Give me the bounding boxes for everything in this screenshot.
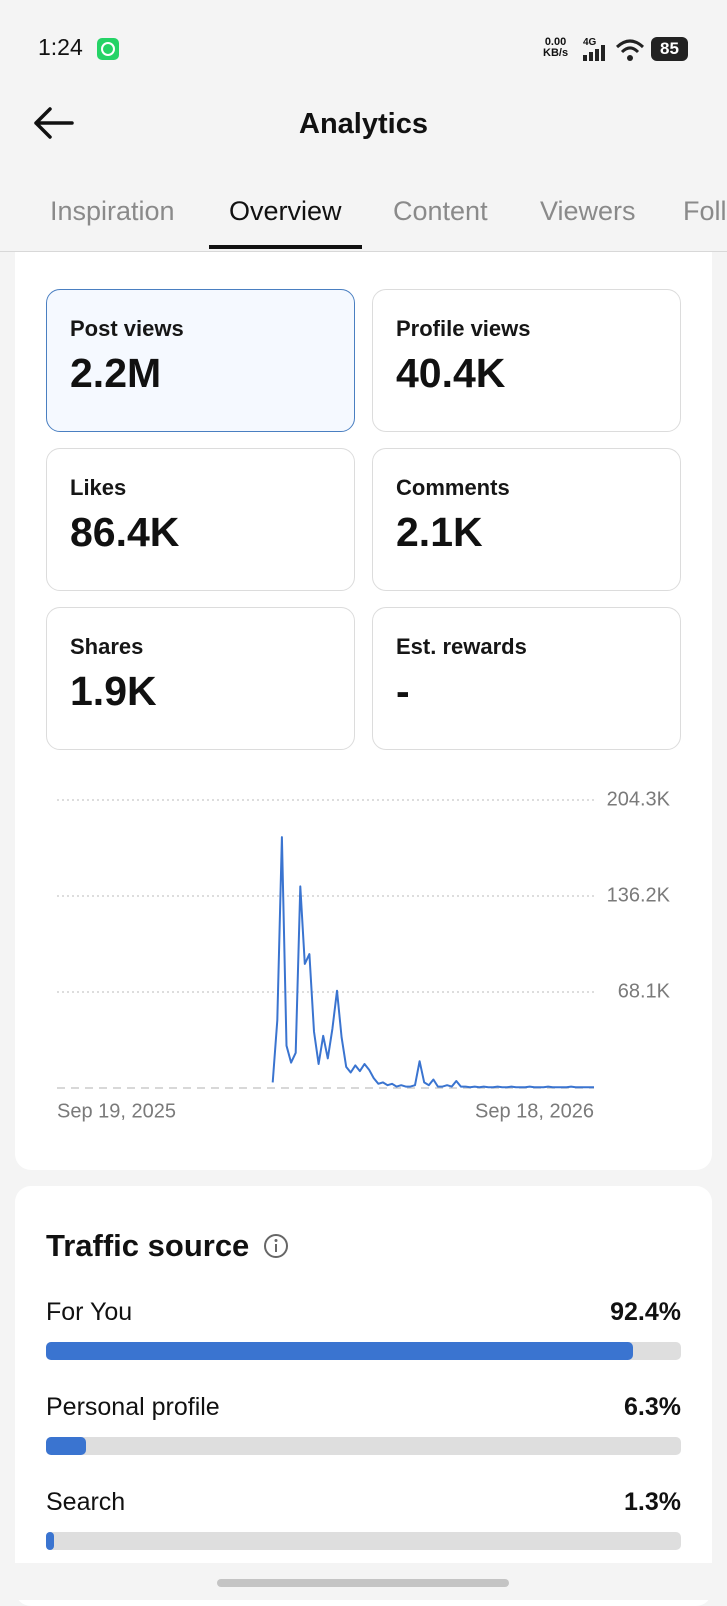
x-axis-label: Sep 18, 2026 (475, 1100, 594, 1122)
metric-value: 1.9K (70, 668, 157, 714)
y-tick-label: 204.3K (607, 788, 671, 810)
tab-indicator (209, 245, 362, 249)
metric-label: Profile views (396, 316, 531, 341)
metric-label: Shares (70, 634, 144, 659)
traffic-value: 92.4% (610, 1298, 681, 1326)
bar (46, 1532, 55, 1550)
tab[interactable]: Content (393, 196, 488, 226)
bar (46, 1342, 633, 1360)
battery: 85 (651, 37, 688, 61)
signal-icon (583, 45, 605, 61)
net-speed: 0.00 KB/s (543, 37, 568, 59)
metric-card[interactable]: Comments 2.1K (372, 448, 681, 591)
metric-card[interactable]: Likes 86.4K (46, 448, 355, 591)
tab[interactable]: Followers (683, 196, 727, 226)
tab-bar: Inspiration Overview Content Viewers Followe… (0, 0, 727, 252)
metric-value: 2.2M (70, 350, 162, 396)
data-line (271, 836, 594, 1089)
net-speed-value: 0.00 (544, 36, 567, 48)
home-indicator (217, 1579, 509, 1587)
metric-card[interactable]: Post views 2.2M (46, 289, 355, 432)
traffic-value: 1.3% (624, 1488, 681, 1516)
net-speed-unit: KB/s (543, 47, 569, 59)
page-title: Analytics (299, 108, 428, 140)
traffic-value: 6.3% (624, 1393, 681, 1421)
y-tick-label: 136.2K (607, 884, 671, 906)
info-icon[interactable] (263, 1233, 289, 1259)
tab[interactable]: Overview (229, 196, 342, 226)
metric-value: 86.4K (70, 509, 180, 555)
traffic-name: Personal profile (46, 1393, 220, 1421)
tab[interactable]: Viewers (540, 196, 636, 226)
back-button[interactable] (32, 107, 74, 139)
metric-card[interactable]: Est. rewards - (372, 607, 681, 750)
tab[interactable]: Inspiration (50, 196, 175, 226)
metric-value: 40.4K (396, 350, 506, 396)
bar (46, 1437, 86, 1455)
x-axis-label: Sep 19, 2025 (57, 1100, 176, 1122)
network-type: 4G (583, 37, 597, 48)
metric-label: Comments (396, 475, 510, 500)
metric-label: Likes (70, 475, 127, 500)
metric-label: Est. rewards (396, 634, 527, 659)
metric-value: 2.1K (396, 509, 483, 555)
wifi-icon (615, 39, 645, 61)
whatsapp-icon (97, 38, 119, 60)
views-chart: 68.1K 136.2K 204.3K Sep 19, 2025 Sep 18, 202… (57, 788, 671, 1122)
tab-divider (0, 251, 727, 252)
metric-card[interactable]: Shares 1.9K (46, 607, 355, 750)
bar-track (46, 1532, 681, 1550)
metric-value: - (396, 668, 410, 714)
y-tick-label: 68.1K (618, 980, 671, 1002)
bar-track (46, 1437, 681, 1455)
metric-card[interactable]: Profile views 40.4K (372, 289, 681, 432)
metric-label: Post views (70, 316, 184, 341)
traffic-title: Traffic source (46, 1228, 250, 1263)
traffic-name: For You (46, 1298, 133, 1326)
traffic-name: Search (46, 1488, 126, 1516)
time: 1:24 (38, 34, 83, 60)
